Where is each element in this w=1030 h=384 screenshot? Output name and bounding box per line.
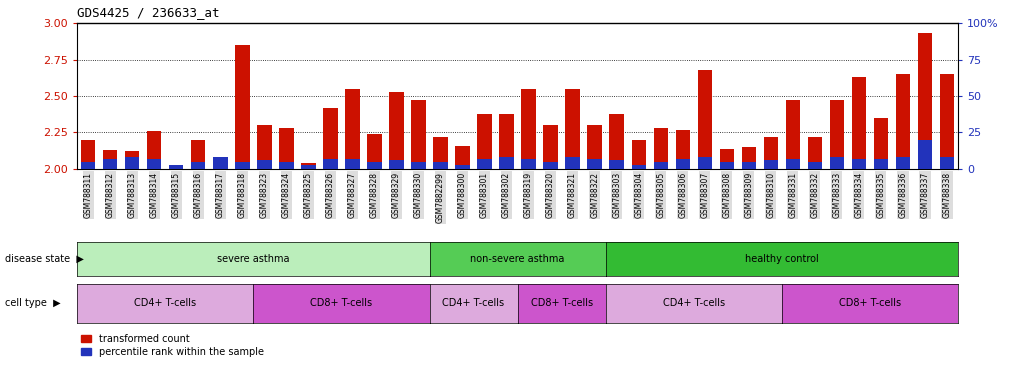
Text: non-severe asthma: non-severe asthma bbox=[471, 254, 564, 264]
Bar bbox=[697, 70, 712, 169]
Bar bbox=[279, 162, 294, 169]
Bar bbox=[213, 157, 228, 169]
Bar bbox=[587, 159, 602, 169]
Bar bbox=[477, 159, 491, 169]
Bar bbox=[323, 108, 338, 169]
Bar bbox=[565, 89, 580, 169]
Bar bbox=[169, 166, 183, 169]
Bar bbox=[808, 162, 822, 169]
Bar bbox=[235, 45, 249, 169]
Bar bbox=[389, 92, 404, 169]
Bar bbox=[610, 160, 624, 169]
Text: healthy control: healthy control bbox=[745, 254, 819, 264]
Bar bbox=[235, 162, 249, 169]
Bar bbox=[345, 89, 359, 169]
Bar bbox=[477, 114, 491, 169]
Bar bbox=[125, 151, 139, 169]
Bar bbox=[697, 157, 712, 169]
Bar bbox=[829, 100, 844, 169]
Bar bbox=[676, 159, 690, 169]
Bar bbox=[434, 162, 448, 169]
Bar bbox=[918, 33, 932, 169]
Text: cell type  ▶: cell type ▶ bbox=[5, 298, 61, 308]
Bar bbox=[455, 146, 470, 169]
Bar bbox=[125, 157, 139, 169]
Bar bbox=[147, 131, 162, 169]
Bar bbox=[323, 159, 338, 169]
Bar bbox=[368, 162, 382, 169]
Text: CD8+ T-cells: CD8+ T-cells bbox=[838, 298, 901, 308]
Bar bbox=[896, 157, 911, 169]
Bar bbox=[258, 160, 272, 169]
Bar bbox=[565, 157, 580, 169]
Bar bbox=[500, 157, 514, 169]
Bar bbox=[763, 160, 778, 169]
Bar bbox=[808, 137, 822, 169]
Bar bbox=[368, 134, 382, 169]
Legend: transformed count, percentile rank within the sample: transformed count, percentile rank withi… bbox=[77, 330, 268, 361]
Text: CD4+ T-cells: CD4+ T-cells bbox=[134, 298, 197, 308]
Bar bbox=[301, 163, 315, 169]
Bar bbox=[742, 162, 756, 169]
Bar bbox=[192, 162, 206, 169]
Bar bbox=[81, 162, 96, 169]
Bar bbox=[653, 128, 667, 169]
Bar bbox=[213, 165, 228, 169]
Bar bbox=[939, 157, 954, 169]
Bar bbox=[829, 157, 844, 169]
Bar bbox=[544, 162, 558, 169]
Bar bbox=[500, 114, 514, 169]
Bar bbox=[852, 77, 866, 169]
Bar bbox=[786, 159, 800, 169]
Bar bbox=[676, 129, 690, 169]
Bar bbox=[852, 159, 866, 169]
Bar bbox=[434, 137, 448, 169]
Bar bbox=[742, 147, 756, 169]
Bar bbox=[653, 162, 667, 169]
Bar bbox=[587, 125, 602, 169]
Bar bbox=[81, 140, 96, 169]
Bar bbox=[918, 140, 932, 169]
Text: CD4+ T-cells: CD4+ T-cells bbox=[443, 298, 505, 308]
Bar bbox=[103, 150, 117, 169]
Bar bbox=[258, 125, 272, 169]
Bar bbox=[455, 165, 470, 169]
Text: CD8+ T-cells: CD8+ T-cells bbox=[530, 298, 592, 308]
Bar bbox=[896, 74, 911, 169]
Bar bbox=[192, 140, 206, 169]
Bar bbox=[631, 165, 646, 169]
Bar bbox=[631, 140, 646, 169]
Bar bbox=[301, 165, 315, 169]
Bar bbox=[103, 159, 117, 169]
Bar bbox=[610, 114, 624, 169]
Bar bbox=[411, 100, 425, 169]
Text: CD8+ T-cells: CD8+ T-cells bbox=[310, 298, 373, 308]
Bar bbox=[345, 159, 359, 169]
Bar bbox=[389, 160, 404, 169]
Bar bbox=[544, 125, 558, 169]
Text: GDS4425 / 236633_at: GDS4425 / 236633_at bbox=[77, 6, 219, 19]
Bar bbox=[720, 162, 734, 169]
Text: disease state  ▶: disease state ▶ bbox=[5, 254, 84, 264]
Bar bbox=[939, 74, 954, 169]
Bar bbox=[147, 159, 162, 169]
Text: CD4+ T-cells: CD4+ T-cells bbox=[662, 298, 725, 308]
Bar bbox=[169, 165, 183, 169]
Text: severe asthma: severe asthma bbox=[217, 254, 289, 264]
Bar bbox=[521, 159, 536, 169]
Bar bbox=[763, 137, 778, 169]
Bar bbox=[786, 100, 800, 169]
Bar bbox=[873, 159, 888, 169]
Bar bbox=[521, 89, 536, 169]
Bar bbox=[720, 149, 734, 169]
Bar bbox=[279, 128, 294, 169]
Bar bbox=[873, 118, 888, 169]
Bar bbox=[411, 162, 425, 169]
